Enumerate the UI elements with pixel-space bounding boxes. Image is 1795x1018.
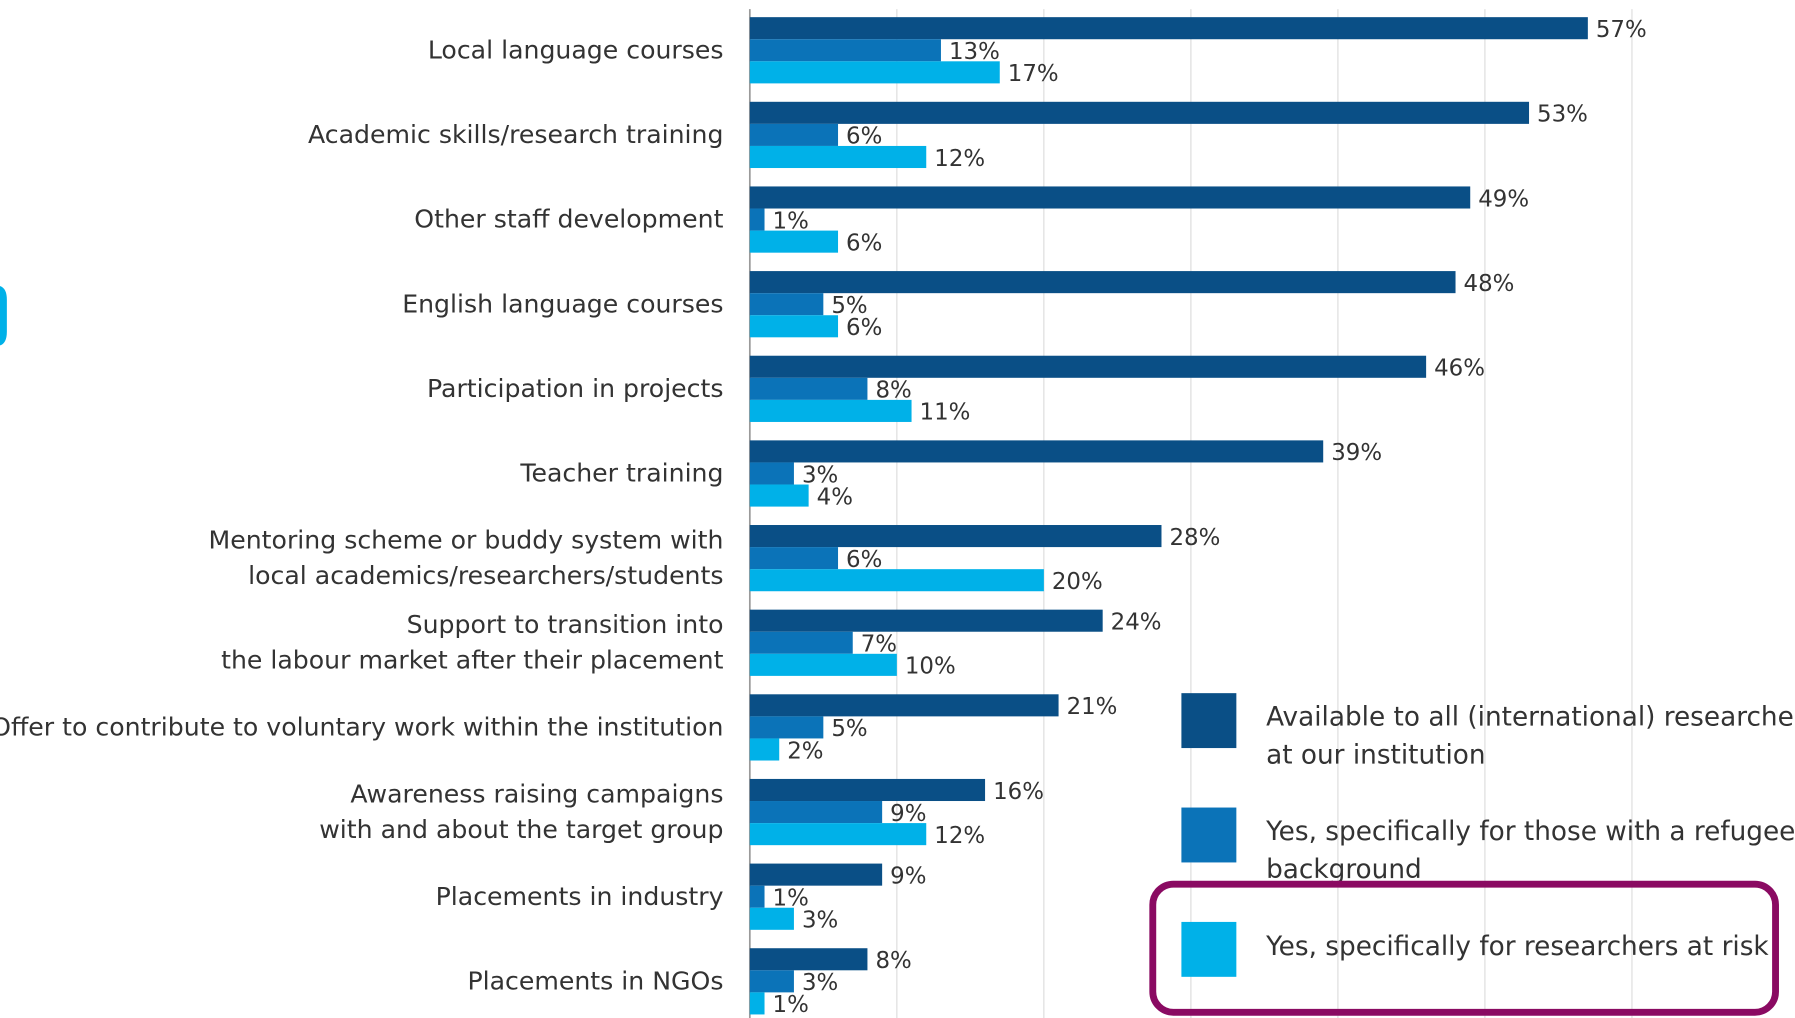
value-label: 12%	[934, 146, 985, 172]
bar	[749, 271, 1456, 294]
bar	[749, 17, 1588, 40]
bar	[749, 609, 1103, 632]
value-label: 1%	[773, 992, 809, 1018]
bar	[749, 293, 824, 316]
bar	[749, 569, 1044, 592]
bar	[749, 186, 1471, 209]
value-label: 6%	[846, 124, 882, 150]
bar	[749, 631, 853, 654]
category-label: Academic skills/research training	[308, 120, 723, 149]
value-label: 4%	[817, 484, 853, 510]
legend-label: Yes, specifically for researchers at ris…	[1265, 932, 1769, 962]
bar	[749, 230, 839, 253]
value-label: 6%	[846, 315, 882, 341]
value-label: 9%	[890, 863, 926, 889]
category-label: Mentoring scheme or buddy system with loc…	[209, 526, 724, 590]
category-label: Other staff development	[414, 205, 723, 234]
category-label: Support to transition into the labour mar…	[221, 610, 724, 674]
bar	[749, 484, 809, 507]
bar	[749, 39, 941, 62]
category-label: Local language courses	[428, 35, 724, 64]
legend-swatch	[1181, 921, 1237, 977]
bar	[749, 738, 780, 761]
value-label: 49%	[1478, 186, 1529, 212]
legend-label: Yes, specifically for those with a refug…	[1265, 817, 1795, 885]
bar	[749, 694, 1059, 717]
bar	[749, 315, 839, 338]
bar	[749, 948, 868, 971]
value-label: 16%	[993, 779, 1044, 805]
highlight-box	[1149, 880, 1779, 1016]
bar	[749, 970, 794, 993]
bar	[749, 440, 1324, 463]
category-label: Awareness raising campaigns with and abou…	[319, 780, 723, 844]
bar	[749, 547, 839, 570]
legend-label: Available to all (international) researc…	[1266, 702, 1795, 770]
value-label: 53%	[1537, 102, 1588, 128]
bar	[749, 716, 824, 739]
value-label: 1%	[773, 208, 809, 234]
legend-swatch	[1181, 693, 1237, 749]
value-label: 3%	[802, 462, 838, 488]
value-label: 6%	[846, 547, 882, 573]
category-label: Offer to contribute to voluntary work wi…	[0, 713, 723, 742]
value-label: 8%	[875, 378, 911, 404]
value-label: 5%	[831, 293, 867, 319]
bar	[749, 885, 765, 908]
bar	[749, 653, 897, 676]
bar	[749, 823, 927, 846]
bar	[749, 778, 986, 802]
bar	[749, 462, 794, 485]
category-label: Placements in industry	[436, 882, 724, 911]
value-label: 13%	[949, 39, 1000, 65]
bar	[749, 355, 1427, 378]
bar	[749, 863, 883, 886]
value-label: 57%	[1596, 17, 1647, 43]
value-label: 28%	[1169, 525, 1220, 551]
value-label: 24%	[1111, 609, 1162, 635]
bar	[749, 992, 765, 1015]
bar	[749, 145, 927, 169]
bar	[749, 101, 1530, 124]
bar	[749, 123, 839, 146]
value-label: 21%	[1067, 694, 1118, 720]
category-label: Participation in projects	[427, 374, 724, 403]
bar	[749, 525, 1162, 548]
value-label: 9%	[890, 801, 926, 827]
value-label: 8%	[875, 948, 911, 974]
value-label: 2%	[787, 738, 823, 764]
bar	[749, 208, 765, 231]
decoration	[0, 285, 7, 346]
value-label: 7%	[861, 632, 897, 658]
value-label: 48%	[1464, 271, 1515, 297]
value-label: 46%	[1434, 356, 1485, 382]
legend-swatch	[1181, 807, 1237, 863]
category-label: English language courses	[402, 289, 723, 318]
bar	[749, 801, 883, 824]
bar	[749, 61, 1000, 84]
value-label: 10%	[905, 654, 956, 680]
value-label: 20%	[1052, 569, 1103, 595]
value-label: 3%	[802, 908, 838, 934]
category-label: Teacher training	[519, 459, 723, 488]
bar	[749, 399, 912, 422]
value-label: 11%	[920, 400, 971, 426]
bar	[749, 907, 794, 930]
category-label: Placements in NGOs	[467, 967, 723, 996]
value-label: 17%	[1008, 61, 1059, 87]
value-label: 6%	[846, 230, 882, 256]
value-label: 1%	[773, 885, 809, 911]
value-label: 12%	[934, 823, 985, 849]
value-label: 39%	[1331, 440, 1382, 466]
bar	[749, 377, 868, 400]
value-label: 3%	[802, 970, 838, 996]
value-label: 5%	[831, 716, 867, 742]
